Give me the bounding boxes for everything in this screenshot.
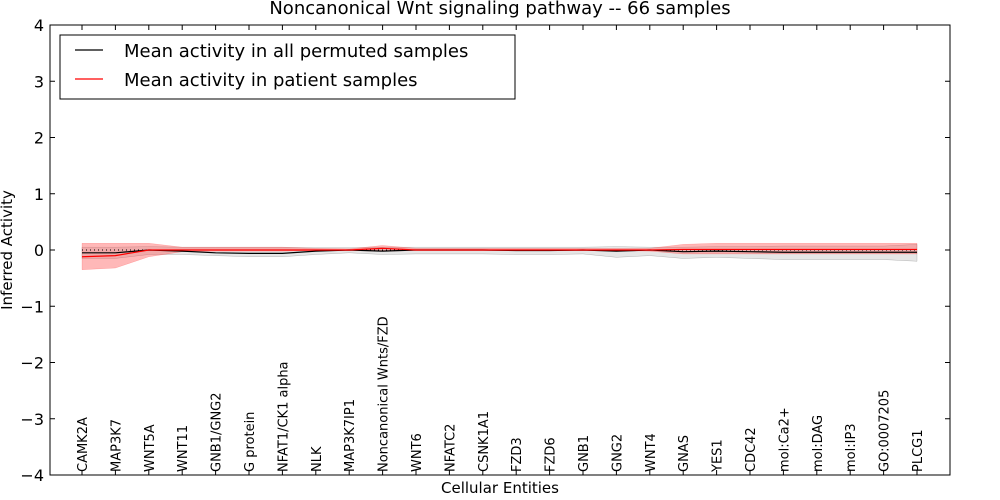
x-tick-label: GO:0007205 — [878, 390, 893, 472]
x-tick-label: FZD3 — [510, 437, 525, 472]
x-tick-label: GNB1 — [577, 435, 592, 472]
line-patient — [81, 247, 917, 258]
y-tick-label: 1 — [34, 185, 44, 204]
y-tick-label: −2 — [20, 354, 44, 373]
x-tick-label: WNT6 — [410, 433, 425, 472]
x-tick-label: FZD6 — [544, 437, 559, 472]
legend: Mean activity in all permuted samples Me… — [59, 34, 516, 100]
x-tick-label: WNT5A — [143, 424, 158, 472]
y-tick-label: 3 — [34, 72, 44, 91]
x-tick-label: YES1 — [711, 439, 726, 473]
x-tick-label: GNG2 — [610, 434, 625, 472]
y-tick-label: 4 — [34, 16, 44, 35]
legend-label-permuted: Mean activity in all permuted samples — [124, 41, 468, 62]
x-tick-label: Noncanonical Wnts/FZD — [377, 316, 392, 472]
x-tick-label: mol:DAG — [811, 415, 826, 472]
x-tick-label: NLK — [310, 446, 325, 472]
y-tick-label: −4 — [20, 466, 44, 485]
legend-box — [59, 34, 516, 100]
x-tick-label: mol:Ca2+ — [777, 407, 792, 472]
x-tick-label: WNT4 — [644, 433, 659, 472]
y-tick-label: −3 — [20, 410, 44, 429]
plot-frame — [49, 24, 951, 476]
confidence-bands — [81, 243, 918, 270]
x-tick-label: mol:IP3 — [844, 423, 859, 472]
y-tick-label: 2 — [34, 129, 44, 148]
y-tick-label: −1 — [20, 297, 44, 316]
series-lines — [81, 247, 917, 258]
legend-label-patient: Mean activity in patient samples — [124, 70, 418, 91]
y-tick-label: 0 — [34, 241, 44, 260]
x-axis-ticks: CAMK2A MAP3K7 WNT5A WNT11 GNB1/GNG2 G protein… — [76, 25, 926, 475]
x-tick-label: WNT11 — [176, 425, 191, 472]
x-axis-label: Cellular Entities — [441, 479, 559, 497]
x-tick-label: CDC42 — [744, 427, 759, 472]
x-tick-label: PLCG1 — [911, 429, 926, 472]
x-tick-label: MAP3K7 — [109, 419, 124, 472]
x-tick-label: NFAT1/CK1 alpha — [276, 361, 291, 472]
x-tick-label: CSNK1A1 — [477, 411, 492, 472]
x-tick-label: G protein — [243, 412, 258, 472]
y-axis-ticks: 4 3 2 1 0 −1 −2 −3 −4 — [20, 16, 950, 485]
x-tick-label: MAP3K7IP1 — [343, 399, 358, 472]
x-tick-label: NFATC2 — [443, 424, 458, 472]
chart-title: Noncanonical Wnt signaling pathway -- 66… — [269, 0, 730, 19]
x-tick-label: CAMK2A — [76, 417, 91, 472]
y-axis-label: Inferred Activity — [0, 190, 16, 310]
band-permuted — [81, 244, 918, 262]
x-tick-label: GNAS — [677, 435, 692, 472]
x-tick-label: GNB1/GNG2 — [210, 392, 225, 472]
